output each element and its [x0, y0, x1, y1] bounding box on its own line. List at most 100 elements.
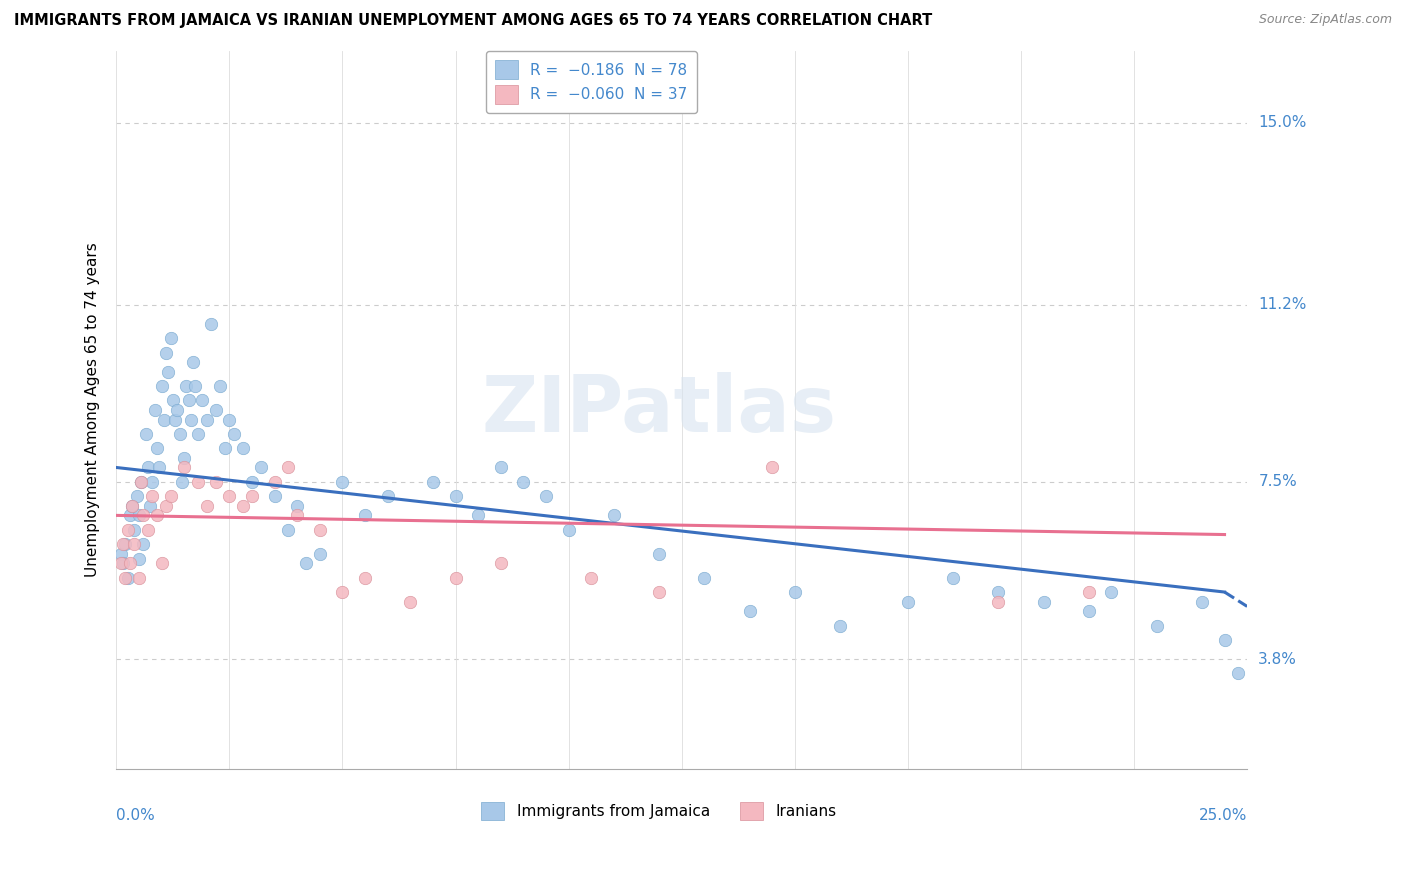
- Point: [761, 460, 783, 475]
- Point: [176, 379, 198, 393]
- Point: [141, 489, 163, 503]
- Point: [128, 551, 150, 566]
- Point: [169, 426, 191, 441]
- Point: [1077, 604, 1099, 618]
- Point: [399, 594, 422, 608]
- Point: [738, 604, 761, 618]
- Point: [557, 523, 579, 537]
- Point: [162, 393, 184, 408]
- Point: [1227, 666, 1250, 681]
- Point: [195, 412, 218, 426]
- Point: [112, 556, 135, 570]
- Point: [232, 499, 254, 513]
- Point: [146, 442, 169, 456]
- Text: 7.5%: 7.5%: [1258, 475, 1296, 490]
- Point: [1077, 585, 1099, 599]
- Point: [263, 475, 285, 489]
- Point: [942, 571, 965, 585]
- Point: [159, 489, 181, 503]
- Point: [209, 379, 232, 393]
- Point: [110, 556, 132, 570]
- Point: [214, 442, 236, 456]
- Point: [783, 585, 806, 599]
- Point: [157, 365, 180, 379]
- Point: [240, 475, 263, 489]
- Point: [152, 412, 174, 426]
- Point: [581, 571, 603, 585]
- Point: [121, 499, 143, 513]
- Point: [129, 475, 152, 489]
- Point: [143, 403, 166, 417]
- Point: [308, 523, 330, 537]
- Point: [603, 508, 626, 523]
- Point: [467, 508, 489, 523]
- Point: [146, 508, 169, 523]
- Point: [150, 379, 173, 393]
- Point: [422, 475, 444, 489]
- Point: [222, 426, 245, 441]
- Point: [114, 571, 136, 585]
- Point: [204, 475, 226, 489]
- Point: [132, 508, 155, 523]
- Point: [155, 345, 177, 359]
- Point: [285, 508, 308, 523]
- Point: [332, 585, 354, 599]
- Point: [1191, 594, 1213, 608]
- Point: [444, 571, 467, 585]
- Point: [1032, 594, 1054, 608]
- Point: [128, 571, 150, 585]
- Point: [534, 489, 557, 503]
- Text: 25.0%: 25.0%: [1199, 808, 1247, 823]
- Point: [173, 460, 195, 475]
- Point: [1213, 632, 1236, 647]
- Point: [136, 460, 159, 475]
- Point: [159, 331, 181, 345]
- Point: [285, 499, 308, 513]
- Point: [121, 499, 143, 513]
- Point: [165, 412, 187, 426]
- Text: 11.2%: 11.2%: [1258, 297, 1306, 312]
- Point: [332, 475, 354, 489]
- Point: [828, 618, 851, 632]
- Point: [277, 523, 299, 537]
- Point: [110, 547, 132, 561]
- Point: [377, 489, 399, 503]
- Point: [141, 475, 163, 489]
- Y-axis label: Unemployment Among Ages 65 to 74 years: Unemployment Among Ages 65 to 74 years: [86, 243, 100, 577]
- Point: [232, 442, 254, 456]
- Point: [648, 585, 671, 599]
- Point: [114, 537, 136, 551]
- Point: [170, 475, 193, 489]
- Point: [184, 379, 207, 393]
- Point: [693, 571, 716, 585]
- Point: [250, 460, 273, 475]
- Point: [124, 537, 146, 551]
- Point: [177, 393, 200, 408]
- Point: [277, 460, 299, 475]
- Point: [112, 537, 135, 551]
- Text: IMMIGRANTS FROM JAMAICA VS IRANIAN UNEMPLOYMENT AMONG AGES 65 TO 74 YEARS CORREL: IMMIGRANTS FROM JAMAICA VS IRANIAN UNEMP…: [14, 13, 932, 29]
- Point: [987, 585, 1010, 599]
- Point: [166, 403, 188, 417]
- Point: [263, 489, 285, 503]
- Text: Source: ZipAtlas.com: Source: ZipAtlas.com: [1258, 13, 1392, 27]
- Point: [125, 489, 148, 503]
- Point: [987, 594, 1010, 608]
- Point: [191, 393, 214, 408]
- Point: [1146, 618, 1168, 632]
- Point: [181, 355, 204, 369]
- Point: [129, 475, 152, 489]
- Point: [117, 571, 139, 585]
- Text: 15.0%: 15.0%: [1258, 115, 1306, 130]
- Point: [354, 571, 377, 585]
- Point: [354, 508, 377, 523]
- Point: [187, 475, 209, 489]
- Point: [218, 489, 240, 503]
- Point: [136, 523, 159, 537]
- Point: [128, 508, 150, 523]
- Point: [444, 489, 467, 503]
- Text: 3.8%: 3.8%: [1258, 652, 1298, 666]
- Point: [180, 412, 202, 426]
- Point: [295, 556, 318, 570]
- Point: [118, 556, 141, 570]
